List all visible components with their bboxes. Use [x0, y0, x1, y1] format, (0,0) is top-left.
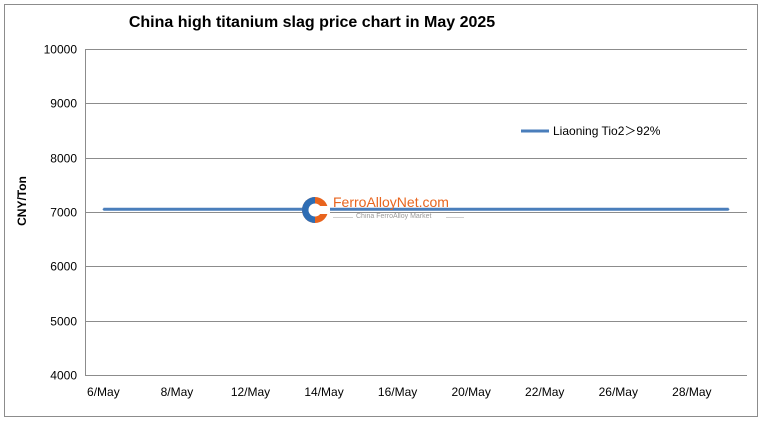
x-tick-label: 12/May — [231, 385, 270, 399]
chart-title: China high titanium slag price chart in … — [128, 14, 496, 31]
series-lines — [102, 207, 730, 211]
x-tick-label: 22/May — [525, 385, 564, 399]
legend: Liaoning Tio2＞92% — [521, 124, 661, 138]
x-tick-label: 28/May — [672, 385, 711, 399]
x-tick-labels: 6/May 8/May 12/May 14/May 16/May 20/May 22/May… — [87, 385, 711, 399]
data-point — [212, 208, 215, 211]
data-point — [543, 208, 546, 211]
y-tick-labels: 4000 5000 6000 7000 8000 9000 10000 — [44, 43, 78, 383]
y-tick-label: 6000 — [50, 260, 77, 274]
data-point — [507, 208, 509, 211]
y-tick-label: 5000 — [50, 315, 77, 329]
watermark-tagline: China FerroAlloy Market — [356, 213, 432, 220]
y-tick-label: 8000 — [50, 152, 77, 166]
data-point — [286, 208, 289, 211]
data-point — [580, 208, 583, 211]
data-point — [617, 208, 620, 211]
x-tick-label: 14/May — [304, 385, 343, 399]
y-tick-label: 9000 — [50, 97, 77, 111]
data-point — [139, 208, 141, 211]
y-tick-label: 7000 — [50, 206, 77, 220]
y-tick-label: 4000 — [50, 369, 77, 383]
axes — [85, 49, 747, 376]
data-point — [470, 208, 472, 211]
data-point — [176, 208, 178, 211]
data-point — [249, 208, 252, 211]
data-point — [654, 208, 656, 211]
watermark-name: FerroAlloyNet.com — [333, 194, 449, 210]
ferroalloynet-logo-icon — [302, 197, 330, 223]
x-tick-label: 6/May — [87, 385, 120, 399]
watermark: FerroAlloyNet.com China FerroAlloy Marke… — [300, 194, 480, 230]
x-tick-label: 26/May — [599, 385, 638, 399]
watermark-rule-right — [446, 217, 464, 218]
data-point — [433, 208, 436, 211]
data-point — [102, 208, 105, 211]
data-point — [691, 208, 693, 211]
gridlines — [85, 49, 747, 322]
y-tick-label: 10000 — [44, 43, 78, 57]
data-point — [396, 208, 399, 211]
legend-label: Liaoning Tio2＞92% — [553, 124, 661, 138]
x-tick-label: 16/May — [378, 385, 417, 399]
x-tick-label: 20/May — [451, 385, 490, 399]
data-point — [727, 208, 730, 211]
data-point — [360, 208, 362, 211]
watermark-rule-left — [333, 217, 353, 218]
x-tick-label: 8/May — [161, 385, 194, 399]
